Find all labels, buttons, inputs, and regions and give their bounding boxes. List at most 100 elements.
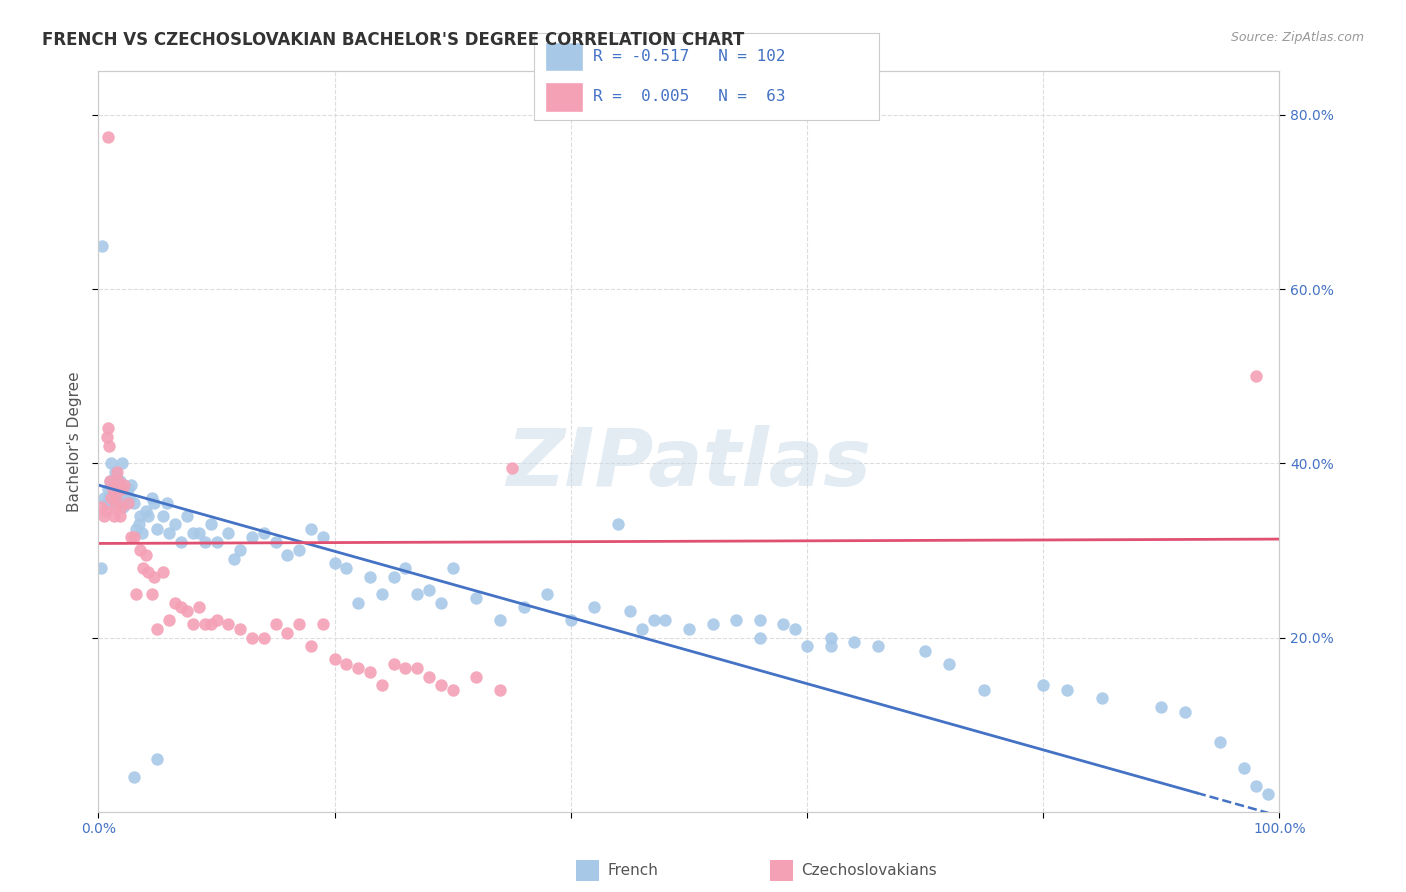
Point: [156, 495, 179, 509]
Point: [264, 534, 287, 549]
Point: [654, 613, 676, 627]
Point: [725, 613, 748, 627]
Point: [323, 652, 346, 666]
Point: [98, 491, 121, 505]
Point: [1233, 761, 1256, 775]
Point: [276, 548, 298, 562]
Point: [157, 526, 180, 541]
Point: [938, 657, 960, 671]
Point: [101, 483, 124, 497]
Point: [748, 631, 770, 645]
Point: [205, 613, 228, 627]
Point: [105, 465, 128, 479]
Point: [107, 474, 129, 488]
Point: [501, 460, 523, 475]
Point: [1244, 779, 1267, 793]
Point: [107, 483, 129, 497]
Point: [112, 478, 135, 492]
Point: [125, 522, 148, 536]
Point: [101, 483, 124, 497]
Point: [394, 561, 416, 575]
Point: [441, 561, 464, 575]
Point: [135, 504, 157, 518]
Point: [128, 543, 150, 558]
Point: [122, 770, 145, 784]
Point: [785, 622, 807, 636]
Point: [217, 526, 239, 541]
Point: [117, 483, 139, 497]
Point: [312, 617, 335, 632]
Point: [112, 500, 135, 514]
Point: [152, 565, 174, 579]
Point: [142, 569, 165, 583]
Point: [90, 561, 112, 575]
Point: [312, 530, 335, 544]
Point: [187, 526, 209, 541]
Point: [146, 522, 169, 536]
Point: [152, 508, 174, 523]
Point: [299, 522, 322, 536]
Point: [335, 561, 357, 575]
Point: [100, 491, 122, 505]
Point: [1209, 735, 1232, 749]
Point: [103, 508, 125, 523]
Point: [97, 129, 120, 144]
Point: [93, 508, 115, 523]
Point: [406, 661, 429, 675]
Point: [121, 530, 143, 544]
Point: [796, 639, 818, 653]
Point: [117, 495, 139, 509]
Point: [1150, 700, 1173, 714]
Point: [1091, 691, 1114, 706]
Point: [820, 639, 842, 653]
Point: [181, 617, 204, 632]
Point: [128, 508, 150, 523]
Point: [359, 569, 381, 583]
Point: [866, 639, 889, 653]
Point: [97, 421, 120, 435]
Point: [406, 587, 429, 601]
Point: [111, 483, 134, 497]
Point: [394, 661, 416, 675]
Point: [702, 617, 724, 632]
Point: [108, 474, 131, 488]
Point: [104, 465, 127, 479]
Point: [382, 657, 405, 671]
Point: [170, 600, 193, 615]
Point: [111, 456, 134, 470]
Point: [90, 500, 112, 514]
Bar: [544, 42, 582, 71]
Point: [748, 613, 770, 627]
Point: [441, 682, 464, 697]
Point: [224, 552, 246, 566]
Point: [288, 617, 311, 632]
Point: [678, 622, 700, 636]
Point: [335, 657, 357, 671]
Point: [146, 622, 169, 636]
Point: [465, 591, 488, 606]
Point: [347, 661, 370, 675]
Text: FRENCH VS CZECHOSLOVAKIAN BACHELOR'S DEGREE CORRELATION CHART: FRENCH VS CZECHOSLOVAKIAN BACHELOR'S DEG…: [42, 31, 744, 49]
Point: [240, 530, 263, 544]
Point: [630, 622, 652, 636]
Point: [844, 635, 866, 649]
Point: [108, 508, 131, 523]
Point: [1174, 705, 1197, 719]
Point: [141, 491, 163, 505]
Point: [560, 613, 582, 627]
Point: [1257, 787, 1279, 801]
Point: [170, 534, 193, 549]
Point: [264, 617, 287, 632]
Text: ZIPatlas: ZIPatlas: [506, 425, 872, 503]
Point: [240, 631, 263, 645]
Point: [299, 639, 322, 653]
Point: [98, 439, 121, 453]
Point: [973, 682, 995, 697]
Point: [114, 487, 136, 501]
Point: [205, 534, 228, 549]
Point: [125, 587, 148, 601]
Point: [820, 631, 842, 645]
Point: [96, 430, 118, 444]
Text: R = -0.517   N = 102: R = -0.517 N = 102: [593, 49, 786, 64]
Point: [194, 534, 217, 549]
